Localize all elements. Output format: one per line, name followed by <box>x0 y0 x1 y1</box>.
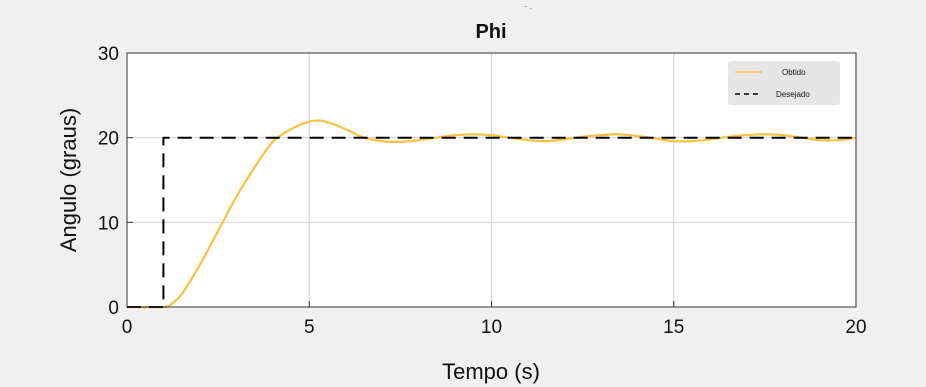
y-tick-label: 0 <box>108 298 119 319</box>
legend: Obtido Desejado <box>728 61 840 105</box>
x-tick-label: 20 <box>845 317 866 338</box>
x-tick-label: 0 <box>122 317 133 338</box>
series-group <box>126 119 857 309</box>
series-line-desejado <box>127 136 856 308</box>
x-tick-label: 10 <box>481 317 502 338</box>
chart-title: Phi <box>475 21 506 43</box>
legend-label-desejado: Desejado <box>776 90 810 99</box>
tick-labels: 0 5 10 15 20 0 10 20 30 <box>98 44 867 338</box>
top-mark: - . <box>524 1 532 11</box>
y-tick-label: 20 <box>98 129 119 150</box>
x-tick-label: 5 <box>304 317 315 338</box>
y-axis-label: Angulo (graus) <box>56 108 81 252</box>
y-tick-label: 10 <box>98 213 119 234</box>
x-axis-label: Tempo (s) <box>442 359 540 384</box>
legend-label-obtido: Obtido <box>782 68 806 77</box>
x-tick-label: 15 <box>663 317 684 338</box>
tick-marks <box>126 52 857 308</box>
y-tick-label: 30 <box>98 44 119 65</box>
series-line-obtido <box>126 119 857 309</box>
